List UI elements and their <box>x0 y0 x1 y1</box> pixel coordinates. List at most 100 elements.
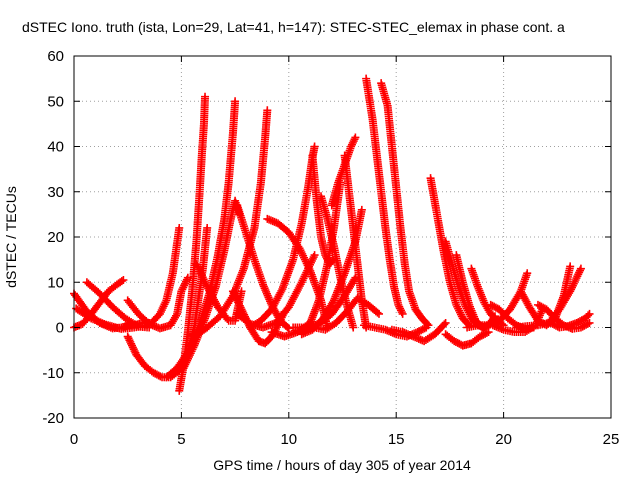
data-point <box>398 309 407 318</box>
data-series <box>546 309 594 332</box>
data-series <box>377 79 433 330</box>
x-tick-label: 25 <box>603 431 620 448</box>
y-axis-label: dSTEC / TECUs <box>3 186 19 288</box>
data-point <box>127 341 136 350</box>
data-point <box>231 97 240 106</box>
data-point <box>310 251 319 260</box>
y-tick-label: 20 <box>47 229 64 246</box>
data-point <box>523 269 532 278</box>
data-point <box>422 323 431 332</box>
chart-title: dSTEC Iono. truth (ista, Lon=29, Lat=41,… <box>22 19 565 35</box>
data-series <box>119 223 184 332</box>
data-point <box>440 320 449 329</box>
data-point <box>482 328 491 337</box>
data-series <box>327 133 360 210</box>
data-point <box>230 290 239 299</box>
data-series <box>179 196 244 373</box>
data-point <box>394 300 403 309</box>
data-series <box>441 328 493 350</box>
data-point <box>223 315 232 324</box>
data-point <box>284 324 293 333</box>
x-tick-label: 5 <box>177 431 185 448</box>
y-tick-label: 50 <box>47 93 64 110</box>
data-series <box>233 251 319 332</box>
data-point <box>130 347 139 356</box>
data-markers <box>70 74 594 395</box>
data-point <box>203 223 212 232</box>
data-series <box>362 74 407 318</box>
data-point <box>156 372 165 381</box>
data-point <box>234 298 243 307</box>
x-tick-label: 0 <box>70 431 78 448</box>
y-tick-label: 30 <box>47 184 64 201</box>
data-point <box>123 332 132 341</box>
axis-ticks: 0 5 10 15 20 25 -20 -10 0 10 20 30 40 50 60 <box>42 48 619 448</box>
data-point <box>350 135 359 144</box>
data-point <box>395 302 404 311</box>
data-point <box>119 275 128 284</box>
data-point <box>328 298 337 307</box>
data-point <box>236 303 245 312</box>
data-series <box>310 294 384 334</box>
data-series <box>308 151 338 269</box>
data-point <box>373 308 382 317</box>
data-series <box>123 273 192 333</box>
data-series <box>426 174 474 330</box>
data-series <box>387 318 450 346</box>
data-point <box>201 92 210 101</box>
data-point <box>228 287 237 296</box>
data-point <box>234 299 243 308</box>
data-point <box>129 345 138 354</box>
data-point <box>124 334 133 343</box>
data-series <box>233 201 293 333</box>
data-point <box>127 339 136 348</box>
data-point <box>357 205 366 214</box>
data-point <box>585 318 594 327</box>
y-tick-label: 10 <box>47 274 64 291</box>
data-point <box>396 306 405 315</box>
data-point <box>277 286 286 295</box>
y-tick-label: 0 <box>56 320 64 337</box>
data-point <box>235 301 244 310</box>
data-point <box>117 277 126 286</box>
y-tick-label: 60 <box>47 48 64 65</box>
data-point <box>576 264 585 273</box>
data-point <box>441 318 450 327</box>
data-point <box>237 287 246 296</box>
x-axis-label: GPS time / hours of day 305 of year 2014 <box>213 457 471 473</box>
y-tick-label: 40 <box>47 139 64 156</box>
data-point <box>125 336 134 345</box>
data-point <box>232 294 241 303</box>
x-tick-label: 20 <box>495 431 512 448</box>
data-point <box>347 142 356 151</box>
data-point <box>237 305 246 314</box>
data-point <box>585 309 594 318</box>
data-point <box>323 254 332 263</box>
data-point <box>420 324 429 333</box>
data-point <box>348 138 357 147</box>
data-point <box>310 142 319 151</box>
data-point <box>584 311 593 320</box>
data-point <box>231 292 240 301</box>
x-tick-label: 10 <box>280 431 297 448</box>
data-point <box>566 262 575 271</box>
data-point <box>347 140 356 149</box>
data-point <box>263 106 272 115</box>
data-point <box>233 296 242 305</box>
data-point <box>128 343 137 352</box>
data-point <box>351 133 360 142</box>
data-point <box>229 289 238 298</box>
data-point <box>397 308 406 317</box>
data-point <box>375 309 384 318</box>
data-point <box>349 137 358 146</box>
data-point <box>321 251 330 260</box>
data-point <box>396 304 405 313</box>
data-series <box>175 92 210 395</box>
data-point <box>175 223 184 232</box>
y-tick-label: -10 <box>42 365 64 382</box>
y-tick-label: -20 <box>42 410 64 427</box>
data-point <box>583 319 592 328</box>
